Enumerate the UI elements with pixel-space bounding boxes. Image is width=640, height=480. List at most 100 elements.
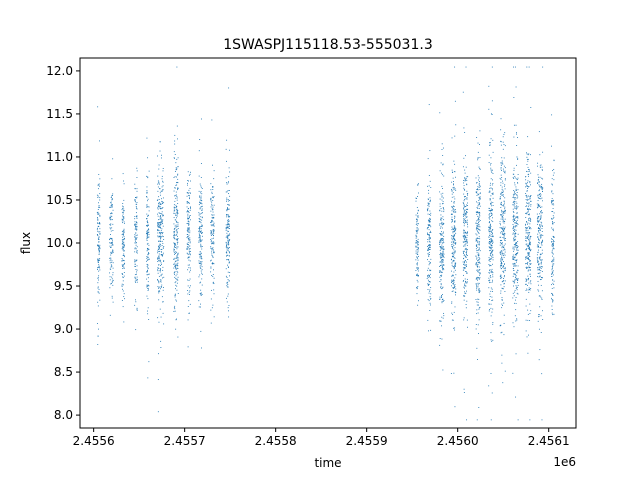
data-point bbox=[528, 204, 530, 206]
data-point bbox=[186, 229, 188, 231]
data-point bbox=[109, 276, 111, 278]
data-point bbox=[162, 170, 164, 172]
data-point bbox=[210, 241, 212, 243]
data-point bbox=[173, 246, 175, 248]
data-point bbox=[490, 252, 492, 254]
data-point bbox=[476, 304, 478, 306]
data-point bbox=[488, 236, 490, 238]
data-point bbox=[540, 259, 542, 261]
data-point bbox=[462, 213, 464, 215]
data-point bbox=[98, 236, 100, 238]
data-point bbox=[529, 269, 531, 271]
data-point bbox=[112, 272, 114, 274]
data-point bbox=[499, 196, 501, 198]
data-point bbox=[553, 280, 555, 282]
data-point bbox=[504, 178, 506, 180]
data-point bbox=[226, 199, 228, 201]
data-point bbox=[541, 297, 543, 299]
data-point bbox=[542, 190, 543, 192]
data-point bbox=[551, 273, 553, 274]
data-point bbox=[111, 244, 113, 246]
data-point bbox=[98, 223, 100, 225]
data-point bbox=[515, 285, 517, 287]
data-point bbox=[490, 303, 492, 305]
data-point bbox=[417, 300, 419, 302]
data-point bbox=[210, 298, 212, 300]
data-point bbox=[476, 276, 478, 278]
data-point bbox=[177, 210, 179, 211]
data-point bbox=[213, 223, 215, 225]
data-point bbox=[478, 194, 480, 196]
data-point bbox=[123, 229, 125, 231]
data-point bbox=[499, 275, 501, 277]
data-point bbox=[466, 300, 468, 302]
data-point bbox=[527, 188, 529, 189]
data-point bbox=[540, 194, 542, 196]
data-point bbox=[464, 264, 466, 266]
data-point bbox=[464, 285, 466, 287]
data-point bbox=[501, 194, 503, 196]
data-point bbox=[478, 166, 480, 168]
data-point bbox=[157, 230, 159, 232]
data-point bbox=[124, 237, 126, 239]
data-point bbox=[98, 247, 100, 249]
data-point bbox=[177, 258, 179, 260]
data-point bbox=[452, 232, 454, 234]
data-point bbox=[551, 266, 553, 267]
data-point bbox=[175, 244, 177, 246]
data-point bbox=[453, 235, 455, 237]
data-point bbox=[526, 196, 528, 197]
data-point bbox=[454, 252, 456, 254]
data-point bbox=[146, 286, 148, 288]
data-point bbox=[553, 287, 555, 289]
data-point bbox=[158, 227, 160, 228]
data-point bbox=[450, 214, 452, 215]
data-point bbox=[418, 255, 419, 257]
data-point bbox=[504, 188, 506, 190]
data-point bbox=[466, 255, 468, 256]
data-point bbox=[429, 201, 431, 203]
data-point bbox=[537, 236, 539, 238]
data-point bbox=[157, 235, 159, 237]
data-point bbox=[477, 271, 479, 273]
data-point bbox=[417, 228, 419, 230]
data-point bbox=[213, 230, 215, 232]
data-point bbox=[514, 259, 516, 261]
data-point bbox=[512, 176, 514, 178]
data-point bbox=[540, 315, 542, 317]
data-point bbox=[428, 292, 430, 294]
data-point bbox=[174, 212, 176, 214]
data-point bbox=[490, 224, 491, 226]
data-point bbox=[537, 194, 539, 196]
data-point bbox=[499, 177, 501, 179]
data-point bbox=[478, 407, 480, 408]
data-point bbox=[477, 186, 479, 188]
data-point bbox=[454, 220, 456, 222]
x-tick-label: 2.4560 bbox=[437, 434, 479, 448]
data-point bbox=[199, 257, 201, 259]
data-point bbox=[110, 251, 112, 253]
data-point bbox=[528, 153, 530, 155]
data-point bbox=[538, 261, 539, 263]
data-point bbox=[475, 240, 477, 242]
data-point bbox=[228, 208, 230, 210]
data-point bbox=[210, 322, 212, 324]
data-point bbox=[466, 216, 468, 218]
data-point bbox=[479, 258, 481, 260]
data-point bbox=[525, 206, 527, 207]
data-point bbox=[174, 207, 176, 209]
data-point bbox=[227, 293, 229, 295]
data-point bbox=[452, 246, 454, 248]
data-point bbox=[177, 241, 179, 243]
data-point bbox=[440, 252, 442, 254]
data-point bbox=[174, 194, 176, 196]
data-point bbox=[198, 262, 200, 264]
data-point bbox=[539, 228, 541, 230]
data-point bbox=[454, 286, 456, 288]
data-point bbox=[160, 223, 162, 225]
data-point bbox=[123, 321, 125, 323]
data-point bbox=[99, 228, 101, 230]
data-point bbox=[537, 260, 538, 262]
data-point bbox=[188, 218, 189, 220]
data-point bbox=[111, 241, 113, 243]
